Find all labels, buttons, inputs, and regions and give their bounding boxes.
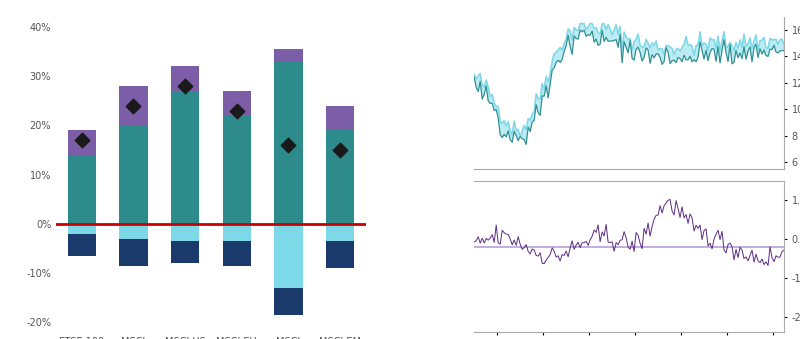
Bar (222, 224, 251, 241)
Bar (171, 224, 199, 241)
Point (127, 103, 140, 108)
Point (178, 83, 191, 88)
Bar (326, 106, 354, 130)
Bar (222, 116, 251, 224)
Bar (326, 224, 354, 241)
Bar (68, 224, 96, 234)
Bar (68, 130, 96, 155)
Bar (222, 91, 251, 116)
Bar (68, 155, 96, 224)
Bar (171, 66, 199, 91)
Bar (119, 224, 148, 239)
Bar (326, 241, 354, 268)
Bar (274, 288, 302, 315)
Point (282, 142, 294, 148)
Point (230, 108, 243, 113)
Bar (326, 130, 354, 224)
Bar (171, 91, 199, 224)
Bar (274, 49, 302, 61)
Bar (119, 86, 148, 125)
Bar (274, 224, 302, 288)
Bar (119, 125, 148, 224)
Bar (119, 239, 148, 266)
Bar (222, 241, 251, 266)
Point (334, 147, 346, 153)
Bar (274, 61, 302, 224)
Bar (171, 241, 199, 263)
Point (75, 137, 88, 143)
Bar (68, 234, 96, 256)
